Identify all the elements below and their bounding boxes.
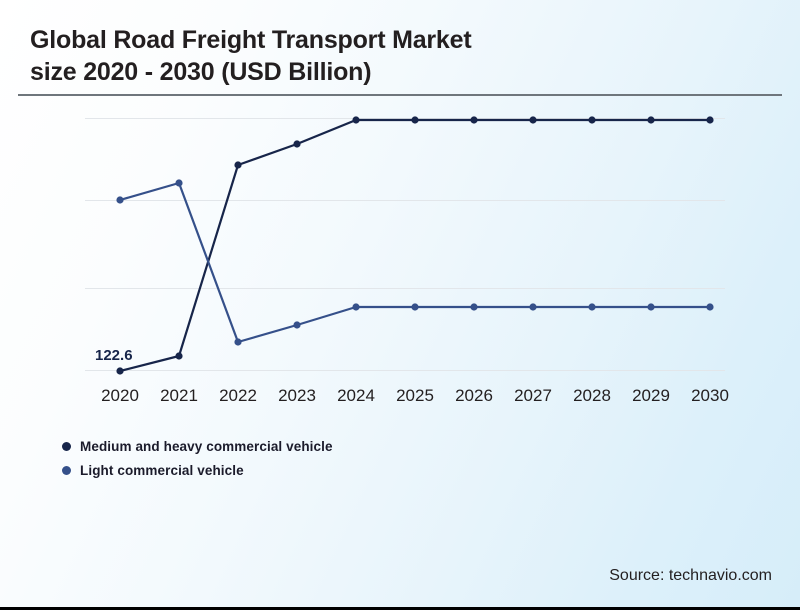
legend-marker-icon bbox=[62, 465, 71, 475]
series-line-0 bbox=[118, 118, 712, 373]
data-point[interactable] bbox=[470, 116, 478, 124]
data-point[interactable] bbox=[588, 116, 596, 124]
x-tick-2025: 2025 bbox=[396, 386, 434, 405]
legend-marker-icon bbox=[62, 441, 71, 451]
data-point[interactable] bbox=[293, 321, 301, 329]
data-point[interactable] bbox=[647, 116, 655, 124]
x-tick-2026: 2026 bbox=[455, 386, 493, 405]
x-tick-2021: 2021 bbox=[160, 386, 198, 405]
legend-item-0[interactable]: Medium and heavy commercial vehicle bbox=[62, 434, 333, 458]
legend-item-label: Medium and heavy commercial vehicle bbox=[80, 438, 333, 454]
data-point[interactable] bbox=[116, 367, 124, 375]
gridline-3 bbox=[85, 370, 725, 371]
data-point[interactable] bbox=[234, 161, 242, 169]
data-point[interactable] bbox=[116, 196, 124, 204]
x-tick-2030: 2030 bbox=[691, 386, 729, 405]
gridline-1 bbox=[85, 200, 725, 201]
data-point[interactable] bbox=[470, 303, 478, 311]
page-title: Global Road Freight Transport Market siz… bbox=[30, 24, 770, 88]
x-axis: 2020 2021 2022 2023 2024 2025 2026 2027 2028 2029… bbox=[85, 386, 729, 410]
data-point[interactable] bbox=[706, 303, 714, 311]
x-tick-2029: 2029 bbox=[632, 386, 670, 405]
data-point[interactable] bbox=[529, 116, 537, 124]
data-point[interactable] bbox=[293, 140, 301, 148]
data-point[interactable] bbox=[647, 303, 655, 311]
chart-title: Global Road Freight Transport Market siz… bbox=[30, 26, 472, 86]
data-point[interactable] bbox=[529, 303, 537, 311]
data-point[interactable] bbox=[352, 116, 360, 124]
legend-item-label: Light commercial vehicle bbox=[80, 462, 244, 478]
x-tick-2023: 2023 bbox=[278, 386, 316, 405]
data-point[interactable] bbox=[706, 116, 714, 124]
data-point[interactable] bbox=[588, 303, 596, 311]
gridline-0 bbox=[85, 118, 725, 119]
data-label-0: 122.6 bbox=[95, 347, 133, 364]
data-point[interactable] bbox=[234, 338, 242, 346]
chart-legend: Medium and heavy commercial vehicle Light… bbox=[62, 434, 333, 482]
x-tick-2020: 2020 bbox=[101, 386, 139, 405]
data-point[interactable] bbox=[175, 179, 183, 187]
title-divider bbox=[18, 94, 782, 96]
data-point[interactable] bbox=[352, 303, 360, 311]
chart-lines bbox=[116, 116, 714, 375]
x-tick-2024: 2024 bbox=[337, 386, 375, 405]
series-line-1 bbox=[118, 181, 712, 344]
source-label: Source: technavio.com bbox=[609, 567, 772, 584]
data-point[interactable] bbox=[175, 352, 183, 360]
data-point[interactable] bbox=[411, 116, 419, 124]
legend-item-1[interactable]: Light commercial vehicle bbox=[62, 458, 333, 482]
gridline-2 bbox=[85, 288, 725, 289]
x-tick-2022: 2022 bbox=[219, 386, 257, 405]
x-tick-2028: 2028 bbox=[573, 386, 611, 405]
plot-area: 122.6 bbox=[85, 110, 725, 378]
data-point[interactable] bbox=[411, 303, 419, 311]
x-tick-2027: 2027 bbox=[514, 386, 552, 405]
